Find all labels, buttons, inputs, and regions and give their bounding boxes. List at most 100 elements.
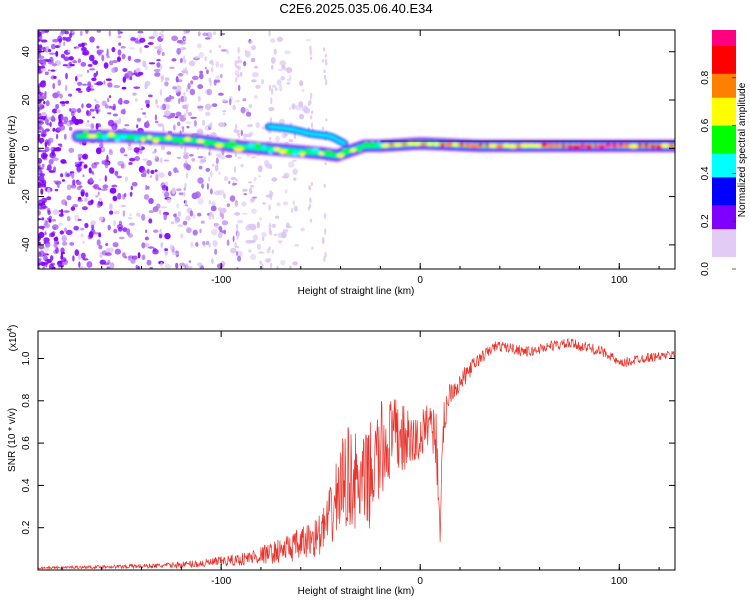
spectrogram-speckle [81, 206, 88, 211]
spectrogram-speckle [139, 47, 143, 54]
spectrogram-speckle [240, 129, 243, 136]
spectrogram-speckle [172, 86, 177, 90]
spectrogram-speckle [299, 80, 304, 87]
spectrogram-speckle [48, 158, 54, 165]
spectrogram-speckle [211, 103, 218, 107]
spectrogram-speckle [291, 103, 296, 110]
spectrogram-streak [324, 53, 328, 58]
spectrogram-speckle [50, 43, 56, 50]
colorbar: 0.0 0.2 0.4 0.6 0.8 Normalized spectral ampl… [700, 30, 748, 276]
spectrogram-speckle [200, 220, 205, 224]
spectrogram-speckle [286, 81, 291, 85]
spectrogram-speckle [160, 206, 168, 209]
secondary-ridge [267, 125, 347, 145]
ridge-blob [208, 140, 219, 146]
spectrogram-speckle [111, 46, 116, 53]
spectrogram-speckle [90, 123, 95, 129]
spectrogram-streak [268, 222, 272, 230]
spectrogram-speckle [149, 266, 152, 269]
y-tick-label: 0.6 [21, 436, 32, 450]
spectrogram-streak [269, 262, 273, 269]
spectrogram-speckle [56, 133, 59, 140]
spectrogram-streak [271, 249, 274, 254]
spectrogram-streak [311, 246, 314, 250]
spectrogram-speckle [135, 265, 138, 268]
spectrogram-streak [268, 84, 272, 92]
spectrogram-speckle [38, 218, 42, 221]
spectrogram-speckle [164, 81, 169, 87]
spectrogram-speckle [57, 183, 60, 188]
spectrogram-speckle [108, 247, 114, 253]
spectrogram-speckle [43, 252, 47, 256]
spectrogram-speckle [180, 145, 183, 150]
spectrogram-speckle [243, 60, 247, 67]
spectrogram-speckle [215, 61, 220, 68]
spectrogram-speckle [158, 234, 163, 239]
spectrogram-speckle [178, 98, 181, 104]
ridge-blob [628, 144, 639, 149]
spectrogram-speckle [158, 172, 165, 179]
spectrogram-speckle [88, 88, 95, 91]
spectrogram-speckle [253, 95, 258, 99]
spectrogram-streak [309, 56, 313, 60]
spectrogram-speckle [164, 110, 171, 117]
spectrogram-speckle [131, 181, 138, 187]
ridge-blob [508, 144, 517, 149]
ridge-blob [177, 139, 185, 144]
spectrogram-speckle [249, 223, 257, 231]
x-tick-label: -100 [211, 576, 231, 587]
spectrogram-speckle [238, 84, 241, 92]
spectrogram-speckle [164, 264, 172, 269]
spectrogram-speckle [96, 81, 104, 86]
spectrogram-speckle [77, 58, 82, 64]
spectrogram-speckle [135, 68, 141, 73]
ridge-blob [485, 143, 490, 148]
spectrogram-speckle [80, 227, 85, 231]
ridge-blob [413, 141, 421, 147]
colorbar-cell [712, 121, 736, 127]
spectrogram-speckle [107, 82, 113, 88]
colorbar-cell [712, 177, 736, 182]
ridge-blob [107, 131, 115, 137]
spectrogram-speckle [50, 255, 54, 261]
snr-plot-area [38, 331, 675, 570]
spectrogram-streak [184, 199, 188, 207]
spectrogram-speckle [65, 84, 68, 92]
spectrogram-speckle [60, 255, 64, 260]
ridge-blob [427, 142, 433, 147]
spectrogram-streak [234, 152, 237, 158]
spectrogram-speckle [39, 246, 45, 249]
spectrogram-speckle [226, 239, 230, 246]
spectrogram-speckle [38, 126, 43, 131]
ridge-blob [394, 142, 402, 147]
spectrogram-speckle [124, 124, 130, 127]
spectrogram-speckle [72, 255, 75, 262]
spectrogram-speckle [95, 100, 100, 104]
spectrogram-speckle [40, 39, 48, 43]
spectrogram-speckle [80, 233, 84, 238]
spectrogram-speckle [44, 219, 48, 227]
spectrogram-speckle [86, 261, 93, 268]
spectrogram-speckle [148, 94, 153, 98]
spectrogram-speckle [70, 184, 77, 189]
spectrogram-speckle [60, 161, 68, 164]
ridge-blob [578, 143, 587, 149]
spectrogram-speckle [102, 184, 109, 189]
spectrogram-speckle [110, 190, 115, 194]
spectrogram-speckle [79, 161, 82, 167]
spectrogram-speckle [77, 153, 83, 159]
spectrogram-speckle [38, 181, 42, 188]
spectrogram-streak [210, 211, 213, 217]
spectrogram-speckle [145, 184, 148, 191]
spectrogram-speckle [144, 82, 148, 90]
spectrogram-speckle [91, 77, 97, 82]
spectrogram-streak [235, 77, 238, 83]
spectrogram-speckle [67, 49, 71, 53]
ridge-blob [96, 131, 101, 137]
ridge-blob [571, 144, 581, 149]
spectrogram-speckle [152, 206, 159, 213]
spectrogram-speckle [81, 103, 84, 109]
spectrogram-streak [183, 191, 186, 197]
spectrogram-speckle [270, 57, 276, 64]
spectrogram-speckle [261, 126, 265, 130]
